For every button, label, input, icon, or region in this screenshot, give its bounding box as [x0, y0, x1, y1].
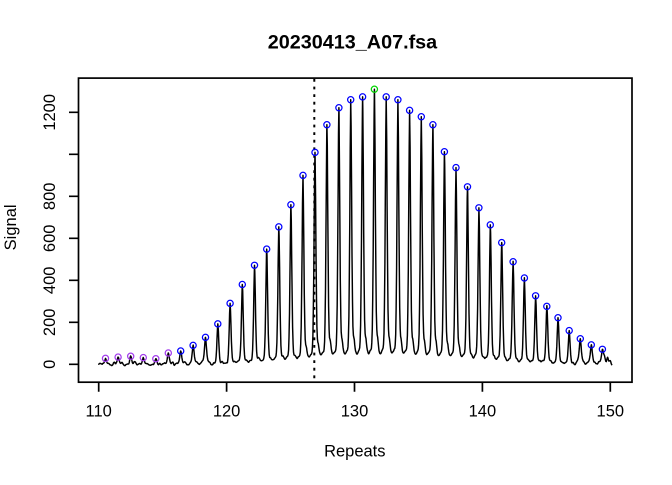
- svg-text:150: 150: [597, 403, 625, 421]
- svg-text:600: 600: [41, 225, 59, 253]
- svg-text:130: 130: [341, 403, 369, 421]
- svg-text:800: 800: [41, 183, 59, 211]
- svg-text:120: 120: [213, 403, 241, 421]
- svg-text:Signal: Signal: [2, 204, 20, 250]
- svg-text:140: 140: [469, 403, 497, 421]
- svg-text:0: 0: [41, 360, 59, 369]
- svg-text:200: 200: [41, 309, 59, 337]
- svg-text:1200: 1200: [41, 94, 59, 131]
- svg-text:400: 400: [41, 267, 59, 295]
- svg-text:110: 110: [86, 403, 112, 421]
- svg-text:20230413_A07.fsa: 20230413_A07.fsa: [268, 31, 438, 53]
- svg-text:Repeats: Repeats: [324, 442, 385, 460]
